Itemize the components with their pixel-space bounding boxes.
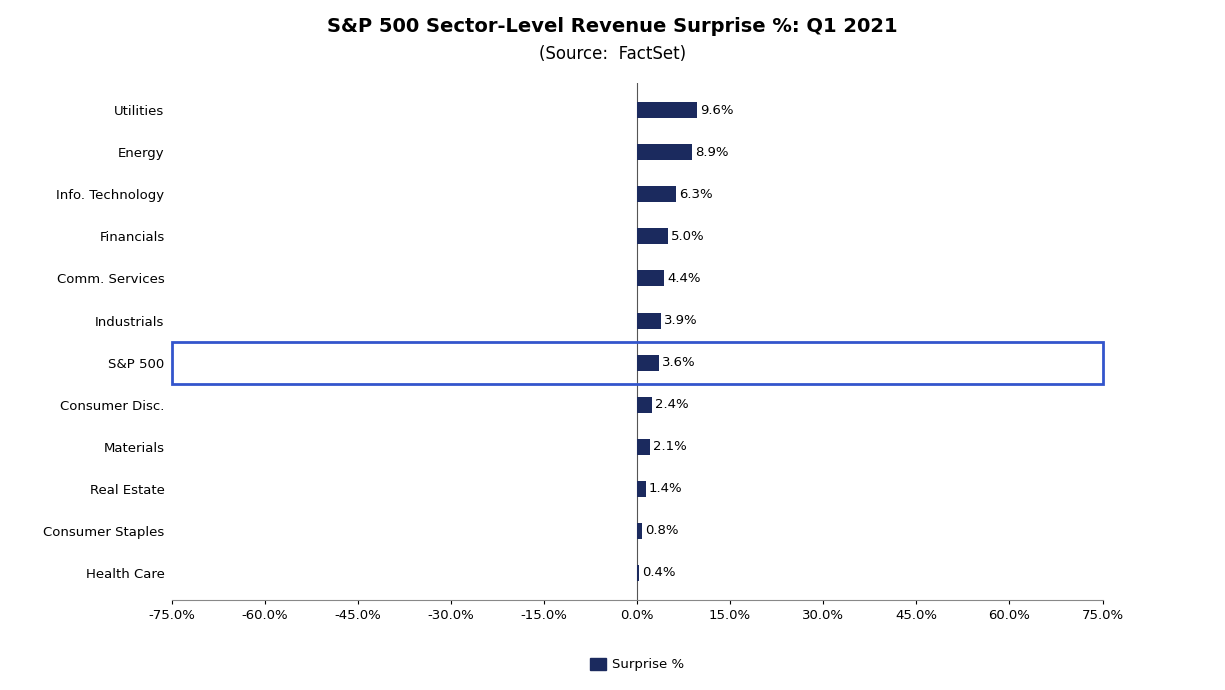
Bar xyxy=(637,565,639,581)
Text: 6.3%: 6.3% xyxy=(679,188,713,201)
Text: 0.8%: 0.8% xyxy=(646,524,679,538)
Bar xyxy=(637,313,662,328)
Text: 0.4%: 0.4% xyxy=(643,566,676,580)
Bar xyxy=(637,228,668,244)
Text: 1.4%: 1.4% xyxy=(649,482,682,495)
Legend: Surprise %: Surprise % xyxy=(584,653,690,676)
Text: 3.9%: 3.9% xyxy=(664,314,698,327)
Text: 3.6%: 3.6% xyxy=(663,356,696,369)
Bar xyxy=(637,102,697,118)
Text: 5.0%: 5.0% xyxy=(671,230,704,243)
Bar xyxy=(172,342,1102,384)
Bar xyxy=(637,186,676,202)
Bar xyxy=(637,397,652,413)
Text: 2.4%: 2.4% xyxy=(655,398,688,411)
Text: 4.4%: 4.4% xyxy=(668,272,701,285)
Bar xyxy=(637,439,650,455)
Bar xyxy=(637,481,646,497)
Text: 2.1%: 2.1% xyxy=(653,440,687,453)
Bar xyxy=(637,523,642,539)
Bar xyxy=(637,144,692,160)
Bar xyxy=(637,355,659,371)
Text: S&P 500 Sector-Level Revenue Surprise %: Q1 2021: S&P 500 Sector-Level Revenue Surprise %:… xyxy=(327,17,898,37)
Bar xyxy=(637,270,664,286)
Text: (Source:  FactSet): (Source: FactSet) xyxy=(539,45,686,63)
Text: 8.9%: 8.9% xyxy=(696,146,729,159)
Text: 9.6%: 9.6% xyxy=(699,104,734,117)
